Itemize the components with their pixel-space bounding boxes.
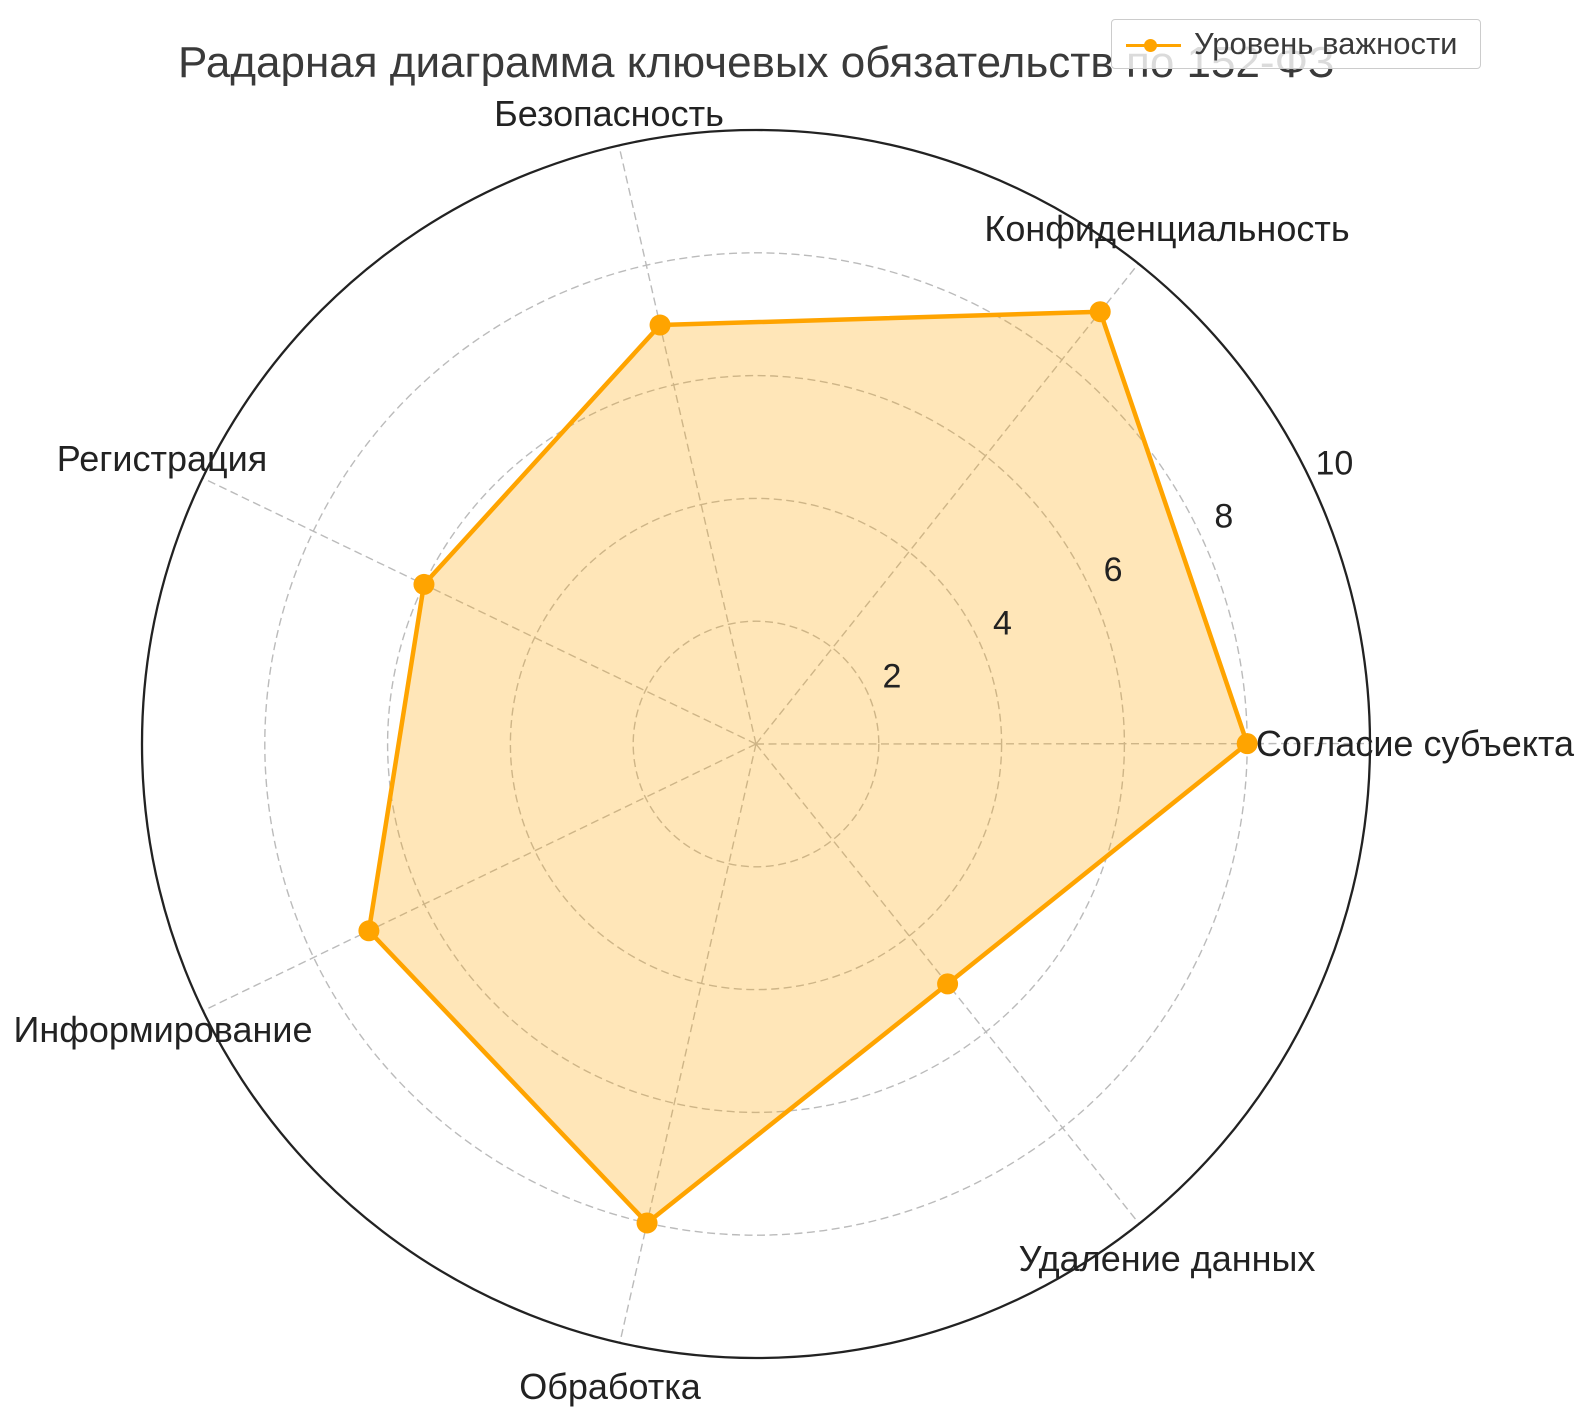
- svg-text:2: 2: [882, 658, 901, 696]
- svg-text:10: 10: [1315, 444, 1353, 482]
- svg-text:6: 6: [1104, 551, 1123, 589]
- svg-text:4: 4: [993, 604, 1012, 642]
- svg-text:8: 8: [1214, 498, 1233, 536]
